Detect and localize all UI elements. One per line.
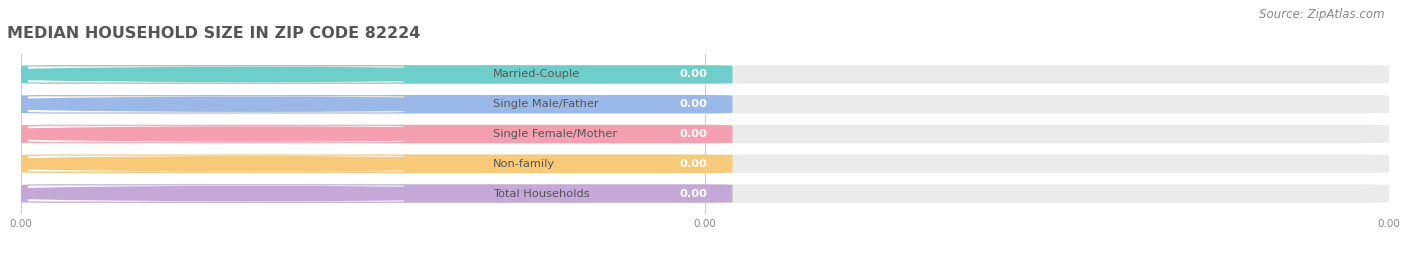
- FancyBboxPatch shape: [28, 126, 404, 142]
- FancyBboxPatch shape: [21, 184, 733, 203]
- FancyBboxPatch shape: [21, 155, 733, 173]
- Text: 0.00: 0.00: [681, 99, 707, 109]
- FancyBboxPatch shape: [28, 96, 404, 112]
- Text: Non-family: Non-family: [494, 159, 555, 169]
- Text: Married-Couple: Married-Couple: [494, 69, 581, 79]
- Text: Single Female/Mother: Single Female/Mother: [494, 129, 617, 139]
- FancyBboxPatch shape: [21, 125, 733, 143]
- Text: 0.00: 0.00: [681, 129, 707, 139]
- FancyBboxPatch shape: [21, 125, 1389, 143]
- Text: 0.00: 0.00: [681, 189, 707, 199]
- Circle shape: [0, 157, 576, 171]
- Text: 0.00: 0.00: [681, 159, 707, 169]
- FancyBboxPatch shape: [28, 66, 404, 83]
- FancyBboxPatch shape: [21, 95, 1389, 113]
- FancyBboxPatch shape: [28, 185, 404, 202]
- Text: MEDIAN HOUSEHOLD SIZE IN ZIP CODE 82224: MEDIAN HOUSEHOLD SIZE IN ZIP CODE 82224: [7, 26, 420, 41]
- Text: Single Male/Father: Single Male/Father: [494, 99, 599, 109]
- Circle shape: [0, 97, 576, 111]
- Circle shape: [0, 68, 576, 81]
- Text: 0.00: 0.00: [681, 69, 707, 79]
- FancyBboxPatch shape: [21, 95, 733, 113]
- FancyBboxPatch shape: [28, 156, 404, 172]
- Text: Source: ZipAtlas.com: Source: ZipAtlas.com: [1260, 8, 1385, 21]
- FancyBboxPatch shape: [21, 65, 733, 84]
- Text: Total Households: Total Households: [494, 189, 589, 199]
- FancyBboxPatch shape: [21, 65, 1389, 84]
- Circle shape: [0, 127, 576, 141]
- FancyBboxPatch shape: [21, 155, 1389, 173]
- Circle shape: [0, 187, 576, 200]
- FancyBboxPatch shape: [21, 184, 1389, 203]
